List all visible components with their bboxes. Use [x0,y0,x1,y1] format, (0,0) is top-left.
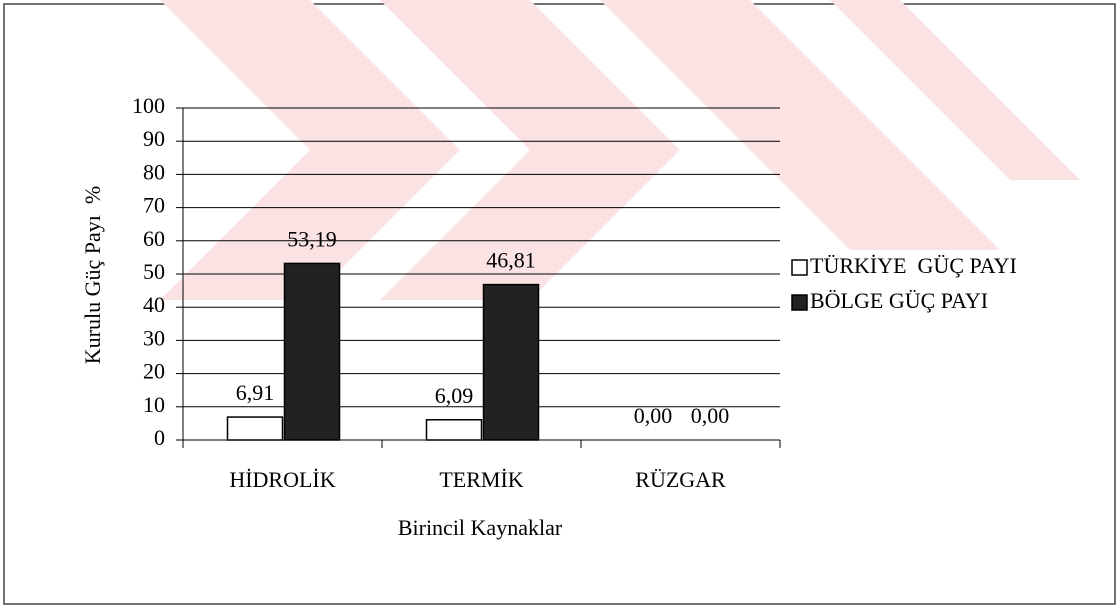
x-axis-title: Birincil Kaynaklar [398,515,563,540]
value-label: 46,81 [486,248,536,273]
y-tick-label: 90 [143,126,165,151]
x-tick-label: RÜZGAR [635,467,726,492]
y-tick-label: 10 [143,392,165,417]
legend-label: TÜRKİYE GÜÇ PAYI [810,253,1017,278]
y-axis-title: Kurulu Güç Payı % [80,186,105,364]
value-label: 0,00 [691,403,730,428]
value-label: 53,19 [287,226,337,251]
y-tick-label: 20 [143,359,165,384]
bar [425,419,483,441]
x-tick-label: TERMİK [439,467,523,492]
y-tick-label: 70 [143,193,165,218]
bar [226,416,284,441]
bar [482,283,540,441]
legend-label: BÖLGE GÜÇ PAYI [810,288,988,313]
y-tick-label: 50 [143,259,165,284]
bar [283,262,341,441]
value-label: 6,09 [435,383,474,408]
y-tick-label: 60 [143,226,165,251]
y-tick-label: 100 [132,93,165,118]
legend-swatch [791,294,808,311]
y-tick-label: 40 [143,292,165,317]
legend-swatch [791,259,808,276]
y-tick-label: 0 [154,425,165,450]
value-label: 0,00 [634,403,673,428]
y-tick-label: 30 [143,325,165,350]
value-label: 6,91 [236,380,275,405]
watermark [160,0,1080,300]
x-tick-label: HİDROLİK [229,467,335,492]
y-tick-label: 80 [143,159,165,184]
